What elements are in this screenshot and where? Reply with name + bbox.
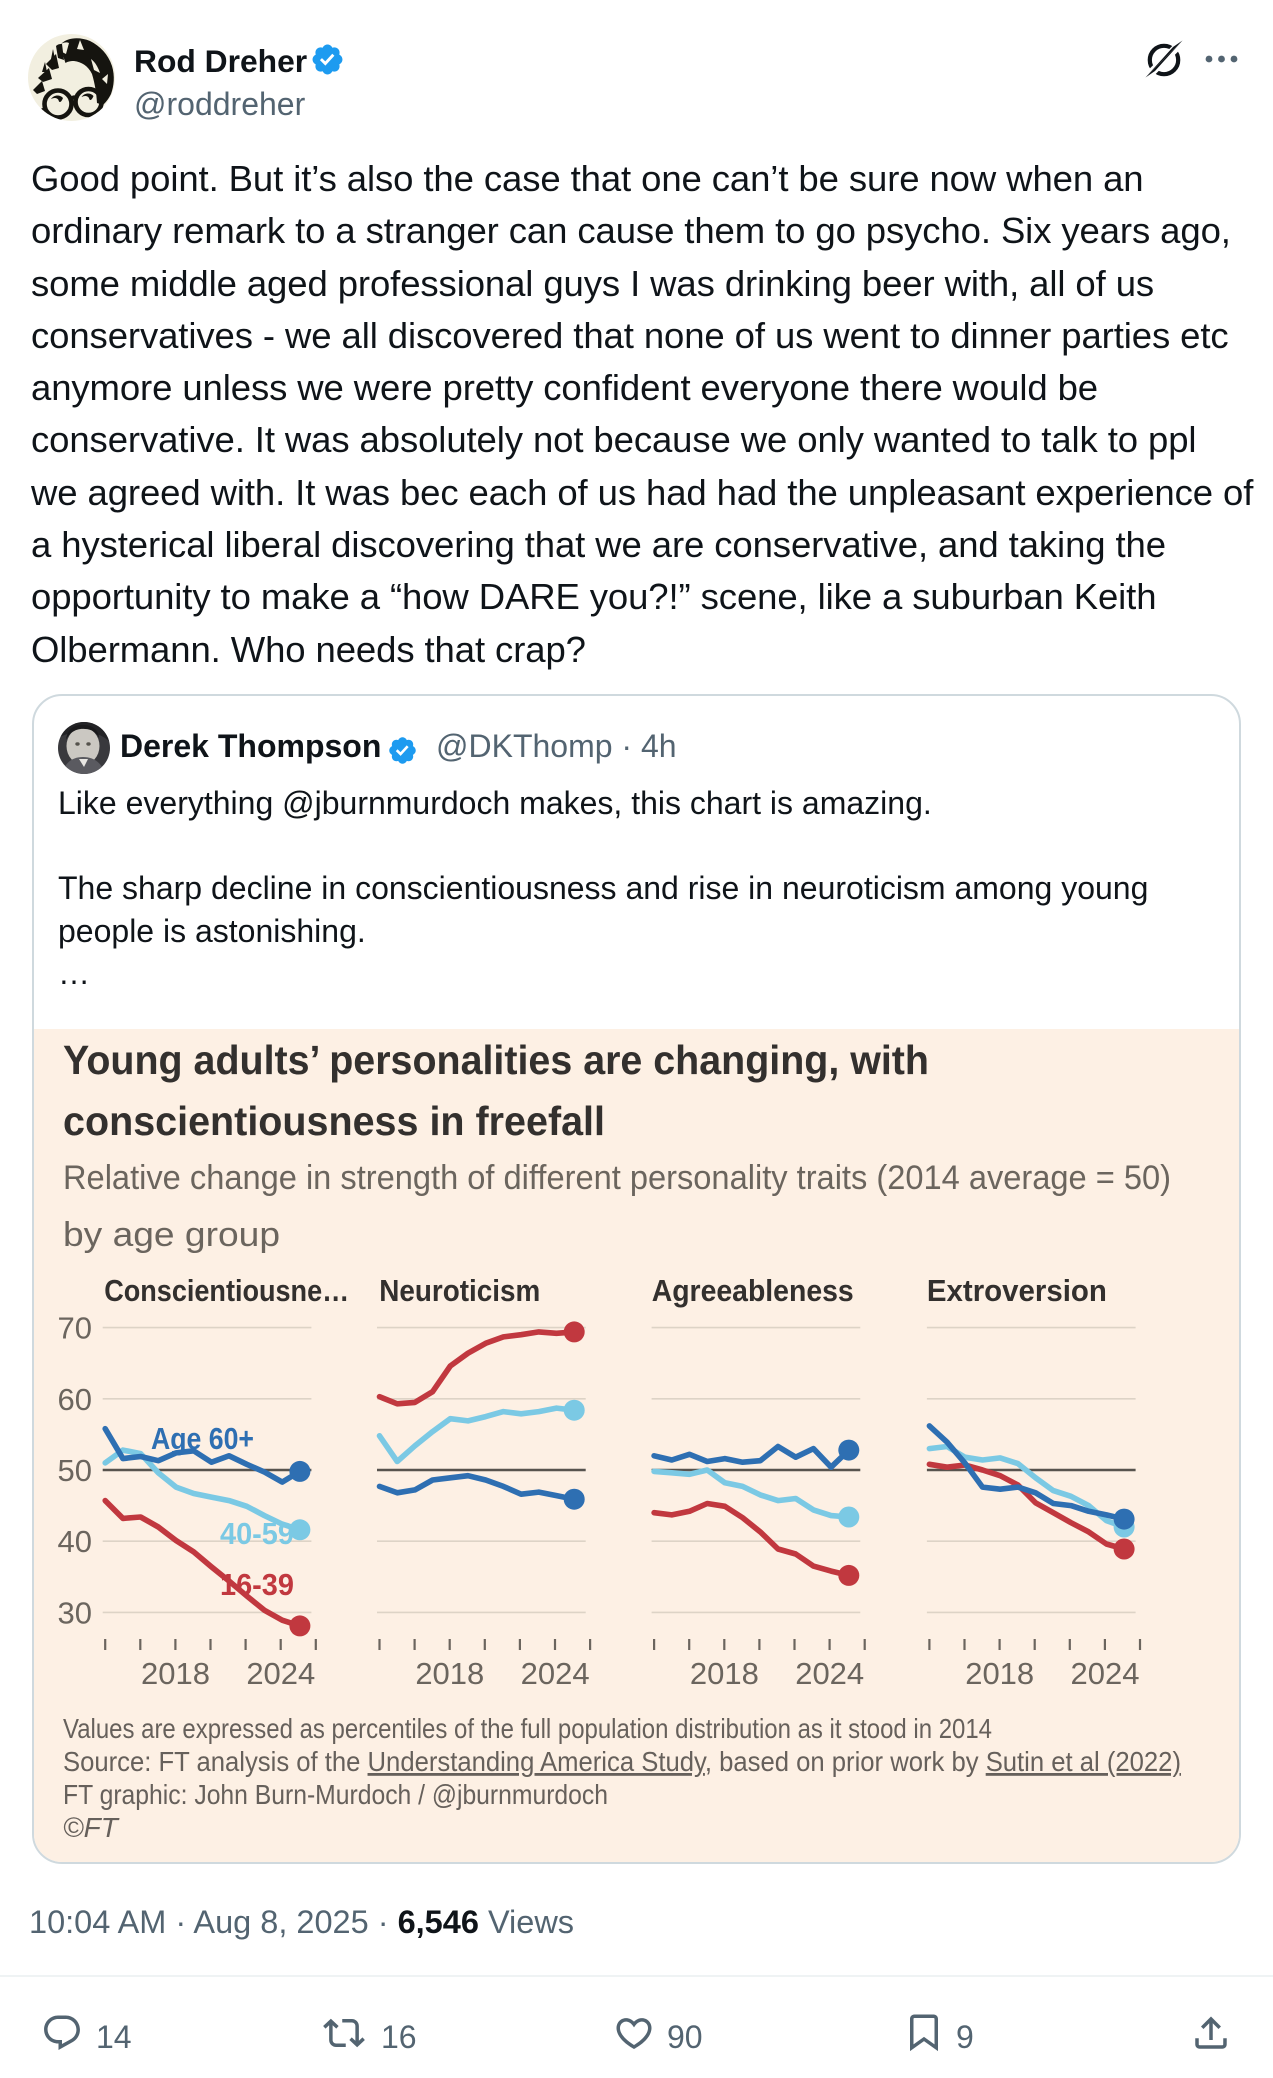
svg-text:Source: FT analysis of the Und: Source: FT analysis of the Understanding…	[63, 1746, 1181, 1777]
svg-text:Young adults’ personalities ar: Young adults’ personalities are changing…	[63, 1037, 929, 1083]
svg-text:30: 30	[58, 1595, 92, 1630]
svg-text:40: 40	[58, 1524, 92, 1559]
svg-text:conscientiousness in freefall: conscientiousness in freefall	[63, 1098, 605, 1144]
svg-text:FT graphic: John Burn-Murdoch: FT graphic: John Burn-Murdoch / @jburnmu…	[63, 1779, 608, 1810]
svg-text:50: 50	[58, 1453, 92, 1488]
svg-text:by age group: by age group	[63, 1216, 280, 1254]
svg-text:2018: 2018	[141, 1656, 210, 1691]
svg-text:Age 60+: Age 60+	[151, 1421, 254, 1456]
svg-text:40-59: 40-59	[220, 1516, 294, 1551]
svg-text:©FT: ©FT	[63, 1812, 120, 1843]
svg-text:2018: 2018	[415, 1656, 484, 1691]
svg-text:Relative change in strength of: Relative change in strength of different…	[63, 1159, 1171, 1197]
svg-text:Values are expressed as percen: Values are expressed as percentiles of t…	[63, 1713, 992, 1744]
svg-text:Extroversion: Extroversion	[927, 1273, 1107, 1308]
svg-text:16-39: 16-39	[220, 1567, 294, 1602]
svg-text:60: 60	[58, 1382, 92, 1417]
svg-text:70: 70	[58, 1311, 92, 1346]
svg-text:2024: 2024	[795, 1656, 864, 1691]
svg-text:2024: 2024	[521, 1656, 590, 1691]
svg-text:Agreeableness: Agreeableness	[652, 1273, 854, 1308]
svg-text:2018: 2018	[965, 1656, 1034, 1691]
svg-text:Neuroticism: Neuroticism	[379, 1273, 540, 1308]
svg-text:2024: 2024	[1071, 1656, 1140, 1691]
svg-text:Conscientiousne…: Conscientiousne…	[104, 1273, 349, 1308]
svg-text:2024: 2024	[246, 1656, 315, 1691]
svg-text:2018: 2018	[690, 1656, 759, 1691]
